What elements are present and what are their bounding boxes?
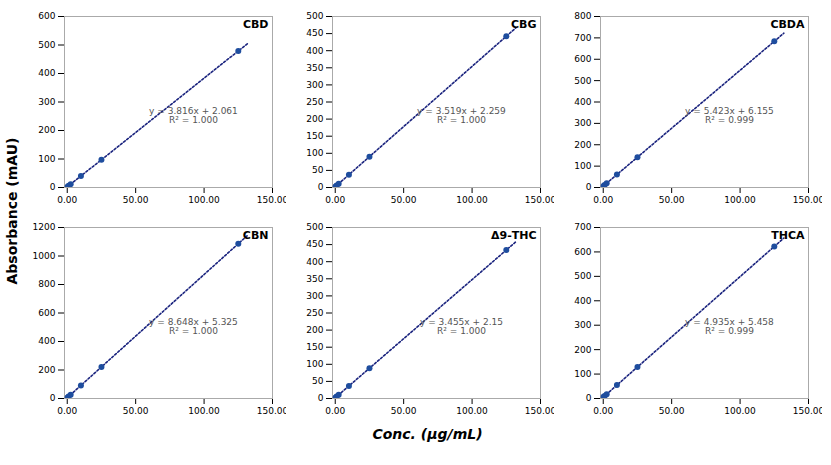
svg-text:200: 200 — [574, 345, 591, 355]
svg-text:400: 400 — [306, 46, 323, 56]
svg-text:Δ9-THC: Δ9-THC — [491, 229, 537, 242]
svg-text:300: 300 — [306, 291, 323, 301]
svg-text:0.00: 0.00 — [325, 195, 345, 205]
svg-text:0.00: 0.00 — [593, 195, 613, 205]
svg-text:0: 0 — [318, 182, 324, 192]
svg-text:400: 400 — [574, 97, 591, 107]
svg-text:250: 250 — [306, 97, 323, 107]
svg-text:700: 700 — [574, 33, 591, 43]
svg-text:500: 500 — [38, 40, 55, 50]
svg-text:100.00: 100.00 — [188, 195, 220, 205]
svg-text:100.00: 100.00 — [456, 406, 488, 416]
svg-text:400: 400 — [306, 257, 323, 267]
svg-text:100: 100 — [574, 161, 591, 171]
svg-text:0: 0 — [50, 182, 56, 192]
svg-text:150.00: 150.00 — [525, 195, 554, 205]
svg-text:0.00: 0.00 — [325, 406, 345, 416]
svg-text:200: 200 — [306, 325, 323, 335]
svg-text:300: 300 — [574, 118, 591, 128]
svg-text:100.00: 100.00 — [456, 195, 488, 205]
svg-text:500: 500 — [574, 271, 591, 281]
svg-text:300: 300 — [38, 97, 55, 107]
svg-text:150.00: 150.00 — [793, 195, 822, 205]
svg-text:400: 400 — [38, 336, 55, 346]
html-text:Conc. (μg/mL): Conc. (μg/mL) — [372, 426, 483, 442]
svg-text:100.00: 100.00 — [724, 195, 756, 205]
svg-text:50.00: 50.00 — [391, 195, 417, 205]
svg-text:200: 200 — [306, 114, 323, 124]
svg-text:100.00: 100.00 — [188, 406, 220, 416]
svg-text:50.00: 50.00 — [659, 406, 685, 416]
svg-text:600: 600 — [574, 247, 591, 257]
svg-text:150: 150 — [306, 131, 323, 141]
svg-text:200: 200 — [38, 365, 55, 375]
svg-text:1200: 1200 — [33, 222, 56, 232]
svg-text:50.00: 50.00 — [659, 195, 685, 205]
svg-text:0.00: 0.00 — [593, 406, 613, 416]
svg-text:CBN: CBN — [243, 229, 269, 242]
svg-text:250: 250 — [306, 308, 323, 318]
svg-text:50.00: 50.00 — [123, 406, 149, 416]
svg-text:0: 0 — [586, 182, 592, 192]
svg-text:0: 0 — [50, 393, 56, 403]
svg-text:50: 50 — [312, 165, 324, 175]
svg-text:150: 150 — [306, 342, 323, 352]
svg-text:150.00: 150.00 — [793, 406, 822, 416]
svg-text:50.00: 50.00 — [123, 195, 149, 205]
svg-text:0.00: 0.00 — [57, 195, 77, 205]
svg-text:150.00: 150.00 — [257, 195, 286, 205]
svg-text:100: 100 — [574, 369, 591, 379]
svg-text:100: 100 — [38, 154, 55, 164]
svg-text:200: 200 — [574, 140, 591, 150]
svg-text:600: 600 — [574, 54, 591, 64]
svg-text:600: 600 — [38, 11, 55, 21]
svg-text:800: 800 — [38, 279, 55, 289]
svg-text:500: 500 — [574, 76, 591, 86]
svg-text:100: 100 — [306, 359, 323, 369]
svg-text:100.00: 100.00 — [724, 406, 756, 416]
svg-text:200: 200 — [38, 125, 55, 135]
svg-text:600: 600 — [38, 308, 55, 318]
svg-text:CBD: CBD — [243, 18, 269, 31]
svg-text:150.00: 150.00 — [257, 406, 286, 416]
svg-text:y = 8.648x + 5.325R² = 1.000: y = 8.648x + 5.325R² = 1.000 — [149, 317, 238, 336]
svg-text:y = 4.935x + 5.458R² = 0.999: y = 4.935x + 5.458R² = 0.999 — [685, 317, 774, 336]
svg-text:0.00: 0.00 — [57, 406, 77, 416]
svg-text:350: 350 — [306, 274, 323, 284]
svg-text:500: 500 — [306, 222, 323, 232]
svg-text:800: 800 — [574, 11, 591, 21]
svg-text:450: 450 — [306, 28, 323, 38]
svg-text:400: 400 — [574, 296, 591, 306]
svg-text:300: 300 — [574, 320, 591, 330]
svg-text:0: 0 — [318, 393, 324, 403]
svg-text:100: 100 — [306, 148, 323, 158]
svg-text:y = 3.455x + 2.15R² = 1.000: y = 3.455x + 2.15R² = 1.000 — [420, 317, 503, 336]
svg-text:y = 3.816x + 2.061R² = 1.000: y = 3.816x + 2.061R² = 1.000 — [149, 106, 238, 125]
html-text:Absorbance (mAU): Absorbance (mAU) — [4, 137, 20, 285]
svg-text:50: 50 — [312, 376, 324, 386]
svg-text:500: 500 — [306, 11, 323, 21]
svg-text:400: 400 — [38, 68, 55, 78]
svg-text:CBG: CBG — [511, 18, 537, 31]
svg-text:300: 300 — [306, 80, 323, 90]
svg-text:y = 3.519x + 2.259R² = 1.000: y = 3.519x + 2.259R² = 1.000 — [417, 106, 506, 125]
svg-text:350: 350 — [306, 63, 323, 73]
svg-text:THCA: THCA — [771, 229, 805, 242]
svg-text:1000: 1000 — [33, 251, 56, 261]
svg-text:0: 0 — [586, 393, 592, 403]
svg-text:50.00: 50.00 — [391, 406, 417, 416]
svg-text:700: 700 — [574, 222, 591, 232]
svg-text:CBDA: CBDA — [770, 18, 805, 31]
svg-text:150.00: 150.00 — [525, 406, 554, 416]
svg-text:450: 450 — [306, 239, 323, 249]
svg-text:y = 5.423x + 6.155R² = 0.999: y = 5.423x + 6.155R² = 0.999 — [685, 106, 774, 125]
